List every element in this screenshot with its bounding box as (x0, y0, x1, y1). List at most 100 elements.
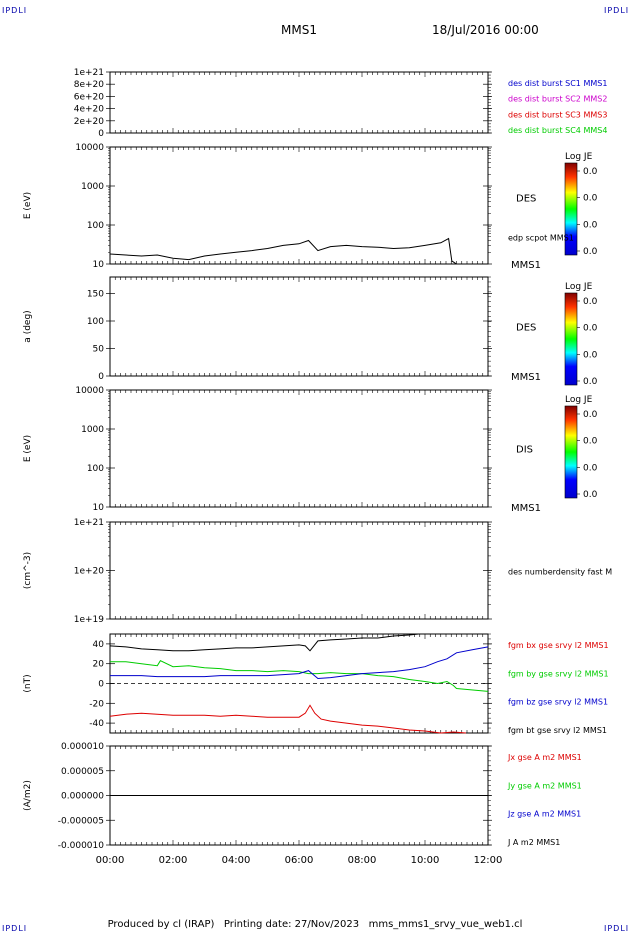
footer-logo-right: IPDLI (604, 924, 630, 933)
footer-logo-left: IPDLI (2, 924, 28, 933)
legend-label: Jx gse A m2 MMS1 (507, 753, 582, 762)
colorbar-title: Log JE (565, 282, 593, 292)
x-tick-label: 10:00 (411, 855, 440, 866)
y-tick-label: -0.000005 (58, 816, 104, 826)
colorbar-tick-label: 0.0 (583, 297, 598, 307)
x-tick-label: 04:00 (222, 855, 251, 866)
panel-frame (109, 521, 489, 620)
y-tick-label: 1e+20 (74, 567, 105, 577)
y-tick-label: 1000 (81, 182, 104, 192)
spacecraft-label: MMS1 (511, 372, 541, 383)
spacecraft-label: MMS1 (511, 260, 541, 271)
y-tick-label: 6e+20 (74, 92, 105, 102)
panel-p1 (106, 71, 492, 134)
colorbar-tick-label: 0.0 (583, 220, 598, 230)
y-tick-label: 2e+20 (74, 117, 105, 127)
colorbar-title: Log JE (565, 152, 593, 162)
y-tick-label: 1e+21 (74, 518, 104, 528)
colorbar-tick-label: 0.0 (583, 463, 598, 473)
legend-label: des dist burst SC2 MMS2 (508, 95, 607, 104)
colorbar (564, 405, 578, 499)
y-axis-label: (cm^-3) (23, 552, 33, 589)
panel-p2 (106, 146, 580, 265)
y-tick-label: 100 (87, 317, 104, 327)
legend-label: Jz gse A m2 MMS1 (507, 810, 581, 819)
x-tick-label: 02:00 (159, 855, 188, 866)
series-line (110, 646, 489, 680)
panel-p6 (106, 633, 492, 734)
colorbar-tick-label: 0.0 (583, 350, 598, 360)
y-tick-label: 4e+20 (74, 105, 105, 115)
instrument-label: DES (516, 194, 536, 205)
y-tick-label: -0.000010 (58, 841, 104, 851)
legend-label: J A m2 MMS1 (507, 838, 560, 847)
colorbar-tick-label: 0.0 (583, 437, 598, 447)
series-line (109, 704, 467, 734)
y-tick-label: 0 (98, 680, 104, 690)
panel-p7 (106, 745, 492, 846)
colorbar-tick-label: 0.0 (583, 410, 598, 420)
panel-frame (109, 389, 489, 508)
y-tick-label: -40 (89, 719, 104, 729)
legend-label: fgm by gse srvy l2 MMS1 (508, 669, 609, 678)
y-tick-label: 40 (93, 640, 105, 650)
spacecraft-label: MMS1 (511, 503, 541, 514)
y-tick-label: 0.000000 (61, 792, 104, 802)
series-line (110, 660, 489, 692)
panel-frame (109, 146, 489, 265)
logo-text-right: IPDLI (604, 6, 630, 15)
y-tick-label: 1e+21 (74, 68, 104, 78)
page-date: 18/Jul/2016 00:00 (432, 23, 539, 37)
y-axis-label: a (deg) (23, 310, 33, 342)
y-tick-label: 100 (87, 464, 104, 474)
y-tick-label: 8e+20 (74, 80, 105, 90)
colorbar-title: Log JE (565, 395, 593, 405)
y-tick-label: 1000 (81, 425, 104, 435)
y-tick-label: 50 (93, 345, 105, 355)
x-tick-label: 12:00 (474, 855, 503, 866)
y-tick-label: 0.000005 (61, 767, 104, 777)
y-tick-label: 0 (98, 372, 104, 382)
y-tick-label: 100 (87, 221, 104, 231)
legend-label: fgm bz gse srvy l2 MMS1 (508, 698, 608, 707)
y-tick-label: 20 (93, 660, 105, 670)
footer-credits: Produced by cl (IRAP) Printing date: 27/… (107, 919, 523, 930)
legend-label: des dist burst SC3 MMS3 (508, 110, 607, 119)
colorbar (564, 292, 578, 386)
page-title: MMS1 (281, 23, 317, 37)
y-tick-label: -20 (89, 699, 104, 709)
colorbar-tick-label: 0.0 (583, 377, 598, 387)
y-tick-label: 1e+19 (74, 615, 105, 625)
y-tick-label: 10000 (75, 143, 104, 153)
series-label: edp scpot MMS1 (508, 234, 574, 243)
series-line (109, 633, 419, 652)
y-axis-label: E (eV) (23, 192, 33, 219)
colorbar-tick-label: 0.0 (583, 324, 598, 334)
panel-p3 (106, 276, 580, 386)
instrument-label: DES (516, 323, 536, 334)
panel-frame (109, 276, 489, 377)
instrument-label: DIS (516, 445, 533, 456)
y-tick-label: 0.000010 (61, 742, 104, 752)
logo-text-left: IPDLI (2, 6, 28, 15)
legend-label: Jy gse A m2 MMS1 (507, 781, 582, 790)
colorbar-tick-label: 0.0 (583, 490, 598, 500)
panel-frame (109, 71, 489, 134)
y-tick-label: 10 (93, 503, 105, 513)
x-tick-label: 00:00 (96, 855, 125, 866)
legend-label: fgm bx gse srvy l2 MMS1 (508, 641, 609, 650)
panel-p4 (106, 389, 580, 508)
y-axis-label: E (eV) (23, 435, 33, 462)
y-tick-label: 10000 (75, 386, 104, 396)
colorbar-tick-label: 0.0 (583, 247, 598, 257)
y-tick-label: 0 (98, 129, 104, 139)
y-axis-label: (A/m2) (23, 780, 33, 811)
legend-label: fgm bt gse srvy l2 MMS1 (508, 726, 607, 735)
x-tick-label: 06:00 (285, 855, 314, 866)
colorbar-tick-label: 0.0 (583, 194, 598, 204)
legend-label: des dist burst SC4 MMS4 (508, 126, 607, 135)
colorbar (564, 162, 578, 256)
series-line (109, 237, 466, 265)
legend-label: des dist burst SC1 MMS1 (508, 79, 607, 88)
